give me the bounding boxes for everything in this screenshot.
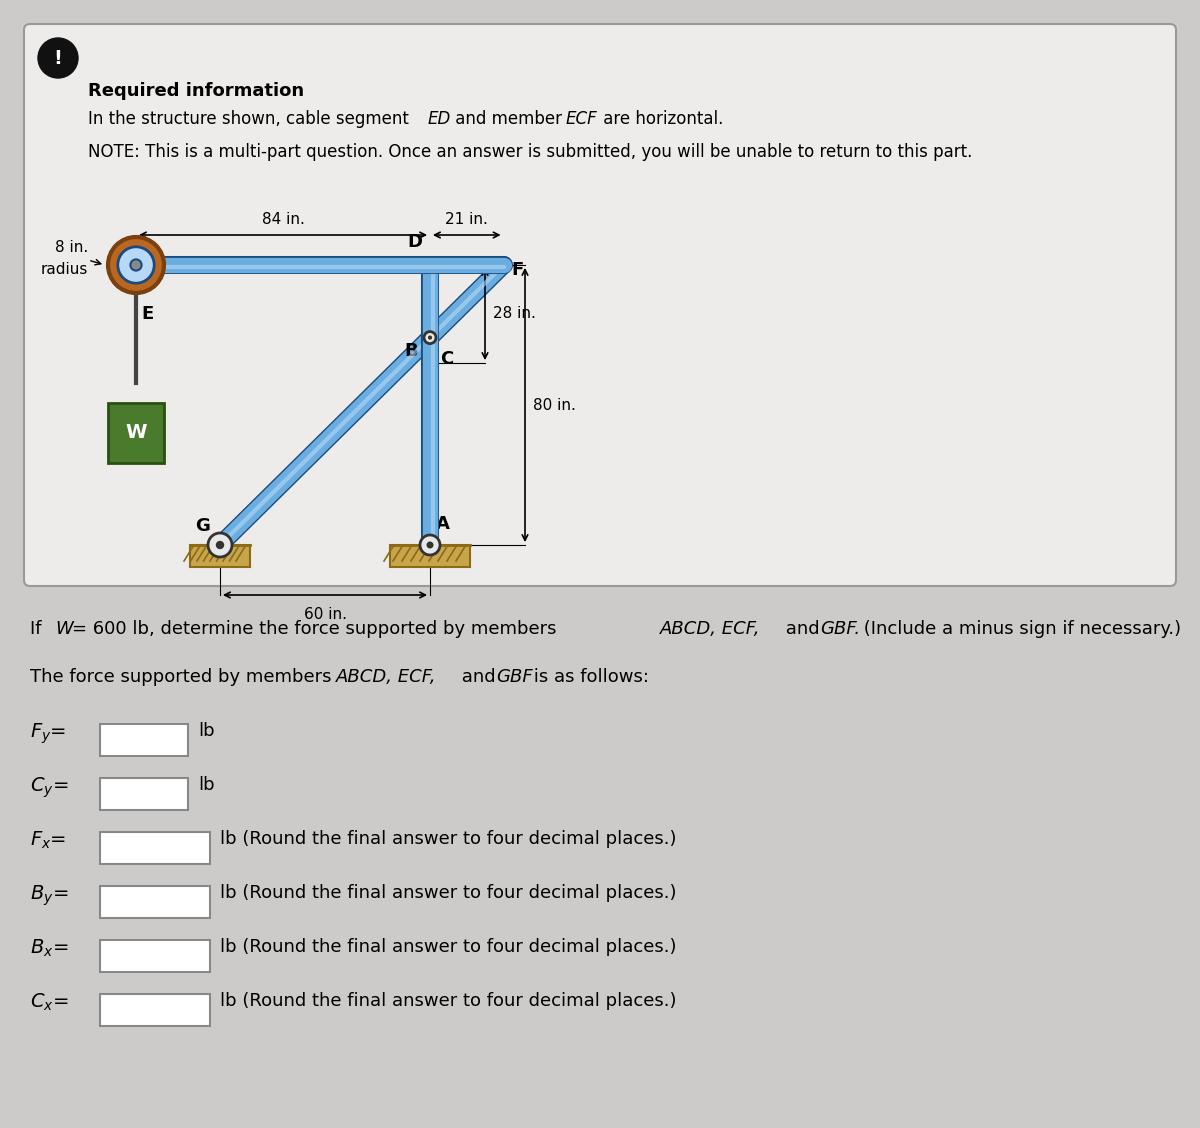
Text: C: C <box>440 350 454 368</box>
Bar <box>108 403 164 462</box>
Text: and member: and member <box>450 111 568 127</box>
Text: lb (Round the final answer to four decimal places.): lb (Round the final answer to four decim… <box>220 992 677 1010</box>
Bar <box>100 940 210 972</box>
Bar <box>100 885 210 918</box>
Text: 80 in.: 80 in. <box>533 397 576 413</box>
Text: NOTE: This is a multi-part question. Once an answer is submitted, you will be un: NOTE: This is a multi-part question. Onc… <box>88 143 972 161</box>
Bar <box>100 778 188 810</box>
Circle shape <box>420 535 440 555</box>
Text: E: E <box>142 305 154 323</box>
Text: $C_x$=: $C_x$= <box>30 992 68 1013</box>
Text: GBF.: GBF. <box>820 620 860 638</box>
Bar <box>100 994 210 1026</box>
Circle shape <box>424 332 436 344</box>
Text: A: A <box>436 515 450 534</box>
Circle shape <box>216 540 224 549</box>
Text: Required information: Required information <box>88 82 304 100</box>
Text: lb (Round the final answer to four decimal places.): lb (Round the final answer to four decim… <box>220 938 677 957</box>
Bar <box>190 545 250 567</box>
Text: = 600 lb, determine the force supported by members: = 600 lb, determine the force supported … <box>72 620 563 638</box>
Bar <box>100 724 188 756</box>
Text: 84 in.: 84 in. <box>262 212 305 227</box>
Text: GBF: GBF <box>496 668 533 686</box>
FancyBboxPatch shape <box>24 24 1176 587</box>
Text: $C_y$=: $C_y$= <box>30 776 68 801</box>
Text: lb: lb <box>198 722 215 740</box>
Text: The force supported by members: The force supported by members <box>30 668 337 686</box>
Text: $F_y$=: $F_y$= <box>30 722 66 747</box>
Text: B: B <box>404 342 418 360</box>
Circle shape <box>131 259 142 271</box>
Text: !: ! <box>54 49 62 68</box>
Circle shape <box>208 534 232 557</box>
Circle shape <box>118 247 154 283</box>
Text: In the structure shown, cable segment: In the structure shown, cable segment <box>88 111 414 127</box>
Text: G: G <box>196 517 210 535</box>
Text: and: and <box>456 668 502 686</box>
Text: W: W <box>125 423 146 442</box>
Text: ED: ED <box>428 111 451 127</box>
Text: lb: lb <box>198 776 215 794</box>
Text: $B_y$=: $B_y$= <box>30 884 68 908</box>
Circle shape <box>108 237 164 293</box>
Text: radius: radius <box>41 262 88 276</box>
Text: 28 in.: 28 in. <box>493 307 536 321</box>
Text: 8 in.: 8 in. <box>55 239 88 255</box>
Text: D: D <box>407 233 422 252</box>
Text: $B_x$=: $B_x$= <box>30 938 68 959</box>
Text: lb (Round the final answer to four decimal places.): lb (Round the final answer to four decim… <box>220 830 677 848</box>
Circle shape <box>428 335 432 340</box>
Text: and: and <box>780 620 826 638</box>
Text: is as follows:: is as follows: <box>528 668 649 686</box>
Text: If: If <box>30 620 47 638</box>
Text: (Include a minus sign if necessary.): (Include a minus sign if necessary.) <box>858 620 1181 638</box>
Text: ECF: ECF <box>566 111 598 127</box>
Text: W: W <box>55 620 73 638</box>
Text: F: F <box>511 261 523 279</box>
Circle shape <box>38 38 78 78</box>
Bar <box>390 545 470 567</box>
Bar <box>100 832 210 864</box>
Circle shape <box>426 541 433 548</box>
Text: ABCD, ECF,: ABCD, ECF, <box>660 620 761 638</box>
Text: ABCD, ECF,: ABCD, ECF, <box>336 668 437 686</box>
Text: are horizontal.: are horizontal. <box>598 111 724 127</box>
Text: lb (Round the final answer to four decimal places.): lb (Round the final answer to four decim… <box>220 884 677 902</box>
Text: $F_x$=: $F_x$= <box>30 830 66 852</box>
Text: 21 in.: 21 in. <box>445 212 488 227</box>
Text: 60 in.: 60 in. <box>304 607 347 622</box>
